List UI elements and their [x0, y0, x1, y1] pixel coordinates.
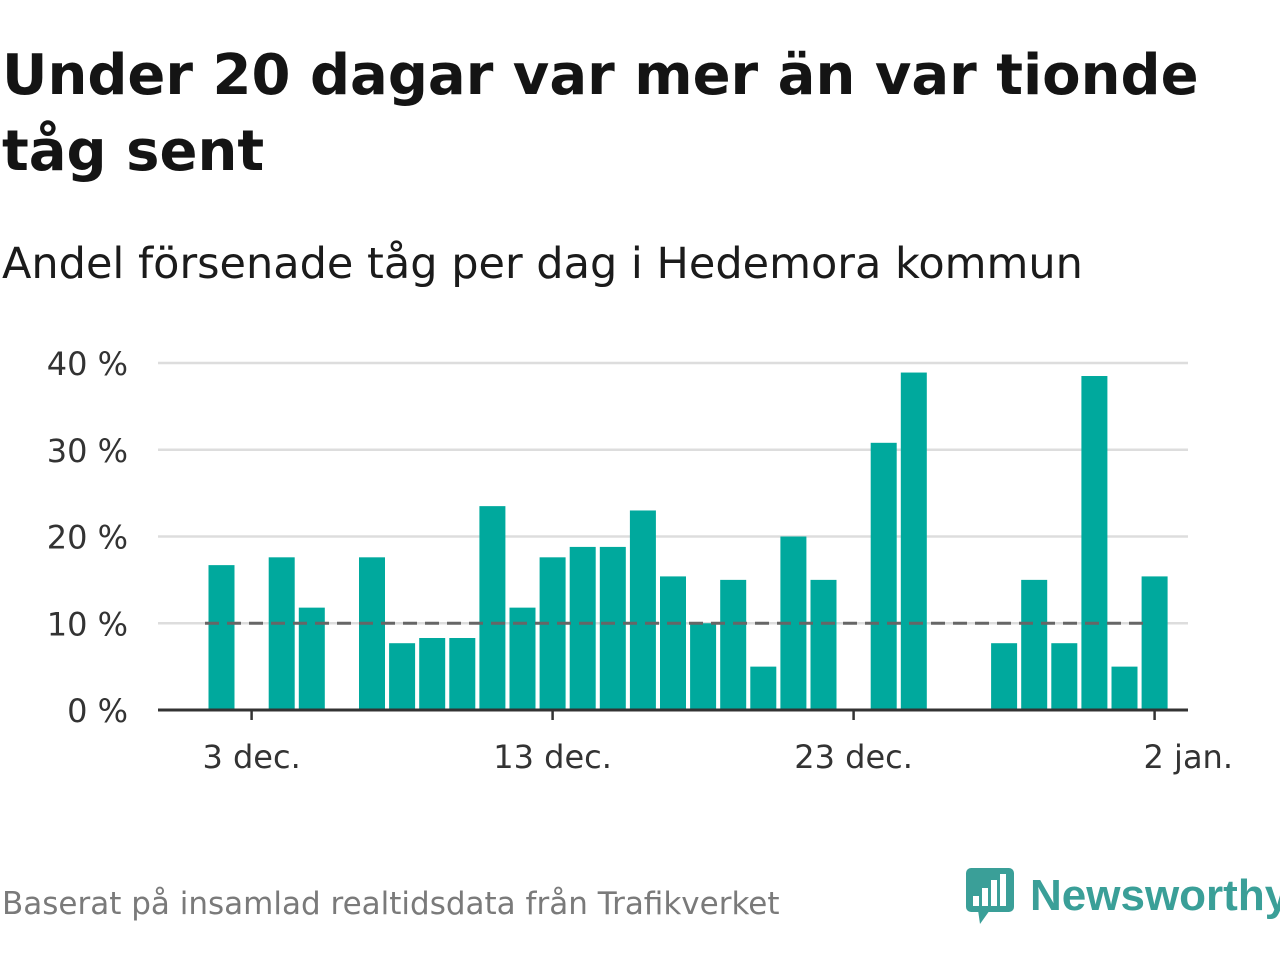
bar	[539, 557, 566, 710]
bar	[629, 510, 656, 710]
x-tick-label: 23 dec.	[794, 738, 913, 776]
x-tick-label: 2 jan.	[1144, 738, 1233, 776]
bar	[810, 579, 837, 710]
bar	[449, 637, 476, 710]
bar	[750, 666, 777, 710]
source-note: Baserat på insamlad realtidsdata från Tr…	[2, 886, 780, 922]
bar-chart: 0 % 10 % 20 % 30 % 40 % 3 dec. 13 dec. 23 dec. 2…	[47, 345, 1233, 776]
chart-subtitle: Andel försenade tåg per dag i Hedemora k…	[2, 239, 1083, 289]
bar	[1111, 666, 1138, 710]
bar	[569, 546, 596, 710]
bar	[900, 372, 927, 710]
bar	[870, 442, 897, 710]
bar	[1081, 376, 1108, 710]
bar	[479, 506, 506, 710]
bar	[991, 643, 1018, 710]
brand-logo: Newsworthy	[964, 864, 1280, 928]
y-tick-label: 40 %	[47, 345, 128, 383]
bar	[208, 565, 235, 710]
brand-name: Newsworthy	[1030, 871, 1280, 920]
bar	[1141, 576, 1168, 710]
y-tick-label: 0 %	[67, 692, 128, 730]
newsworthy-logo-icon	[966, 868, 1014, 924]
chart-title: Under 20 dagar var mer än var tionde tåg…	[2, 43, 1199, 184]
bar	[660, 576, 686, 710]
y-tick-label: 20 %	[47, 519, 128, 557]
bar	[389, 643, 416, 710]
bar	[599, 546, 626, 710]
bar	[1051, 643, 1078, 710]
y-tick-label: 30 %	[47, 432, 128, 470]
bar	[419, 637, 446, 710]
x-tick-label: 3 dec.	[202, 738, 300, 776]
y-tick-label: 10 %	[47, 605, 128, 643]
bar	[690, 623, 717, 710]
bar	[359, 557, 385, 710]
bar	[720, 579, 747, 710]
bar	[1021, 579, 1048, 710]
bar	[268, 557, 295, 710]
x-tick-label: 13 dec.	[493, 738, 612, 776]
